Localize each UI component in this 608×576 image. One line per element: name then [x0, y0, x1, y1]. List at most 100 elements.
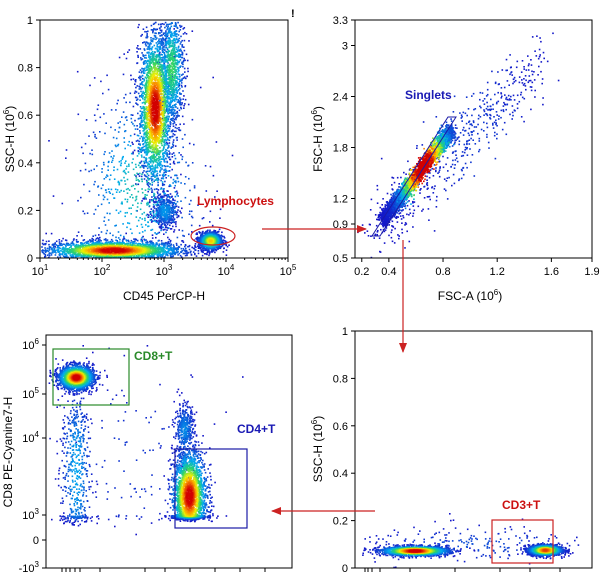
p1-event-dot	[137, 55, 139, 57]
p1-event-dot	[103, 199, 105, 201]
p1-event-dot	[142, 78, 144, 80]
p1-event-dot	[104, 133, 106, 135]
p1-event-dot	[51, 233, 53, 235]
p1-event-dot	[104, 151, 106, 153]
p1-event-dot	[171, 169, 173, 171]
p1-event-dot	[139, 217, 141, 219]
p1-event-dot	[63, 255, 65, 257]
p1-event-dot	[181, 240, 183, 242]
p1-event-dot	[115, 225, 117, 227]
p1-event-dot	[176, 137, 178, 139]
p1-event-dot	[147, 216, 149, 218]
p1-event-dot	[165, 248, 167, 250]
p1-event-dot	[173, 139, 175, 141]
p1-event-dot	[152, 46, 154, 48]
p1-event-dot	[168, 227, 170, 229]
p1-event-dot	[105, 240, 107, 242]
p1-event-dot	[173, 82, 175, 84]
p1-event-dot	[164, 161, 166, 163]
p1-event-dot	[168, 175, 170, 177]
p1-event-dot	[137, 62, 139, 64]
p1-event-dot	[104, 196, 106, 198]
p1-event-dot	[153, 38, 155, 40]
p1-event-dot	[184, 183, 186, 185]
p1-event-dot	[173, 152, 175, 154]
p1-event-dot	[135, 79, 137, 81]
p1-event-dot	[186, 254, 188, 256]
p1-event-dot	[141, 156, 143, 158]
p1-event-dot	[182, 90, 184, 92]
p1-event-dot	[153, 220, 155, 222]
p1-event-dot	[204, 253, 206, 255]
p1-event-dot	[175, 47, 177, 49]
p1-event-dot	[150, 43, 152, 45]
p1-event-dot	[171, 196, 173, 198]
p1-event-dot	[155, 245, 157, 247]
p1-event-dot	[161, 61, 163, 63]
p1-event-dot	[172, 41, 174, 43]
p1-event-dot	[170, 193, 172, 195]
p1-event-dot	[137, 240, 139, 242]
p1-event-dot	[140, 110, 142, 112]
p1-event-dot	[151, 184, 153, 186]
p1-event-dot	[136, 125, 138, 127]
p1-event-dot	[65, 157, 67, 159]
p1-event-dot	[175, 23, 177, 25]
p1-event-dot	[158, 24, 160, 26]
p1-event-dot	[178, 54, 180, 56]
p1-event-dot	[167, 195, 169, 197]
p1-event-dot	[151, 172, 153, 174]
p1-event-dot	[95, 239, 97, 241]
p1-event-dot	[169, 23, 171, 25]
p1-event-dot	[109, 152, 111, 154]
p1-event-dot	[169, 29, 171, 31]
p1-event-dot	[62, 251, 64, 253]
p1-event-dot	[148, 214, 150, 216]
p1-event-dot	[182, 147, 184, 149]
p1-event-dot	[95, 235, 97, 237]
p1-event-dot	[49, 249, 51, 251]
p1-event-dot	[109, 191, 111, 193]
p1-event-dot	[167, 131, 169, 133]
p1-event-dot	[137, 104, 139, 106]
p1-event-dot	[139, 130, 141, 132]
p1-event-dot	[138, 141, 140, 143]
p1-event-dot	[153, 29, 155, 31]
p1-event-dot	[173, 162, 175, 164]
p1-event-dot	[182, 98, 184, 100]
p1-event-dot	[188, 178, 190, 180]
p1-event-dot	[124, 124, 126, 126]
p1-event-dot	[198, 253, 200, 255]
p1-event-dot	[127, 144, 129, 146]
p1-event-dot	[124, 141, 126, 143]
p1-event-dot	[129, 102, 131, 104]
p1-event-dot	[115, 109, 117, 111]
p1-event-dot	[149, 199, 151, 201]
p1-event-dot	[176, 77, 178, 79]
p1-event-dot	[118, 131, 120, 133]
p1-event-dot	[130, 145, 132, 147]
p1-event-dot	[183, 241, 185, 243]
p1-event-dot	[43, 244, 45, 246]
p1-event-dot	[183, 107, 185, 109]
p1-event-dot	[134, 120, 136, 122]
p1-event-dot	[143, 212, 145, 214]
p1-event-dot	[177, 108, 179, 110]
p1-event-dot	[166, 45, 168, 47]
p1-event-dot	[173, 212, 175, 214]
p1-event-dot	[107, 213, 109, 215]
p1-event-dot	[125, 102, 127, 104]
p1-event-dot	[124, 148, 126, 150]
p1-event-dot	[187, 71, 189, 73]
p1-event-dot	[108, 161, 110, 163]
p1-event-dot	[105, 224, 107, 226]
p1-event-dot	[173, 179, 175, 181]
p1-event-dot	[148, 149, 150, 151]
p1-event-dot	[113, 170, 115, 172]
p1-event-dot	[170, 159, 172, 161]
p1-event-dot	[117, 189, 119, 191]
p1-event-dot	[139, 88, 141, 90]
p1-event-dot	[171, 221, 173, 223]
p1-event-dot	[137, 113, 139, 115]
p1-event-dot	[175, 191, 177, 193]
